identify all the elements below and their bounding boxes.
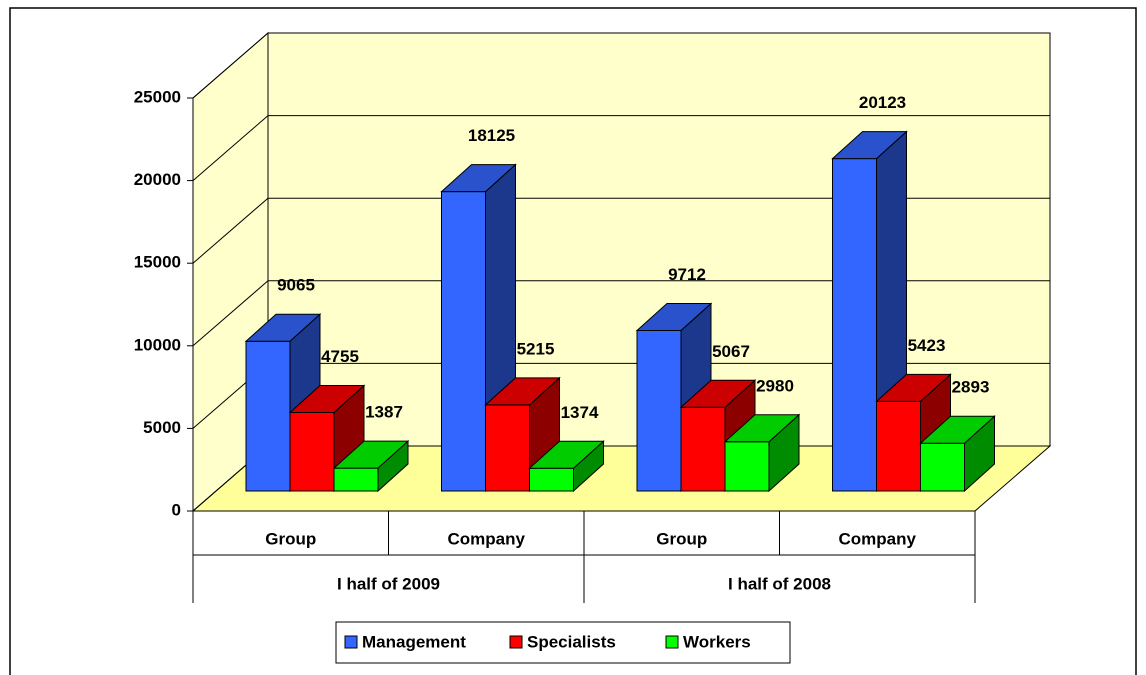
bar-front <box>529 467 574 492</box>
grid-line <box>192 280 1050 347</box>
bar-top <box>484 377 561 406</box>
legend: Management Specialists Workers <box>335 621 791 664</box>
y-tick-label: 10000 <box>134 335 181 354</box>
bar-top <box>635 303 713 332</box>
bar-top <box>244 313 322 342</box>
y-tick-label: 20000 <box>134 170 181 189</box>
legend-label: Management <box>362 632 466 651</box>
group-label: I half of 2009 <box>337 574 440 593</box>
y-tick-label: 5000 <box>143 418 181 437</box>
x-tick-label: Company <box>839 529 917 548</box>
bar <box>528 440 605 493</box>
legend-swatch <box>665 635 679 649</box>
data-label: 2893 <box>952 378 990 397</box>
data-label: 2980 <box>756 376 794 395</box>
data-label: 20123 <box>859 93 906 112</box>
bar-top <box>288 384 366 413</box>
bar <box>332 439 410 493</box>
bar-top <box>831 131 908 160</box>
bar-front <box>920 442 965 492</box>
bar-front <box>832 158 877 492</box>
bar <box>723 413 801 493</box>
group-label: I half of 2008 <box>728 574 831 593</box>
data-label: 18125 <box>468 126 515 145</box>
bar-front <box>289 411 335 492</box>
data-label: 1374 <box>561 403 599 422</box>
bar-front <box>333 467 379 492</box>
bar-front <box>441 191 486 492</box>
bar-front <box>876 400 921 492</box>
bar <box>919 415 996 493</box>
chart-border <box>9 7 1137 675</box>
bar-front <box>636 330 682 492</box>
x-tick-label: Group <box>656 529 707 548</box>
bar-top <box>679 379 757 408</box>
grid-line <box>192 32 1050 99</box>
y-tick-label: 25000 <box>134 87 181 106</box>
legend-box <box>335 621 791 664</box>
legend-swatch <box>509 635 523 649</box>
x-tick-label: Company <box>448 529 526 548</box>
grid-line <box>192 115 1050 181</box>
data-label: 5215 <box>517 339 555 358</box>
y-tick-label: 0 <box>172 500 181 519</box>
bar-front <box>680 406 726 492</box>
bar-top <box>440 164 517 193</box>
x-tick-label: Group <box>265 529 316 548</box>
bar-front <box>485 404 530 492</box>
bar-front <box>245 340 291 492</box>
data-label: 4755 <box>321 347 359 366</box>
data-label: 5423 <box>908 336 946 355</box>
bar-top <box>919 415 996 444</box>
bar-top <box>875 373 952 402</box>
data-label: 1387 <box>365 403 403 422</box>
data-label: 9065 <box>277 276 315 295</box>
plot: 0 5000 10000 15000 20000 25000 Group Company Gro… <box>134 31 1052 664</box>
legend-label: Specialists <box>527 632 616 651</box>
bar-top <box>332 440 410 469</box>
bar-top <box>528 440 605 469</box>
legend-label: Workers <box>683 632 751 651</box>
bar-top <box>723 414 801 443</box>
data-label: 5067 <box>712 342 750 361</box>
grid-line <box>192 197 1050 264</box>
data-label: 9712 <box>668 265 706 284</box>
y-tick-label: 15000 <box>134 253 181 272</box>
bar-front <box>724 441 770 492</box>
legend-swatch <box>344 635 358 649</box>
